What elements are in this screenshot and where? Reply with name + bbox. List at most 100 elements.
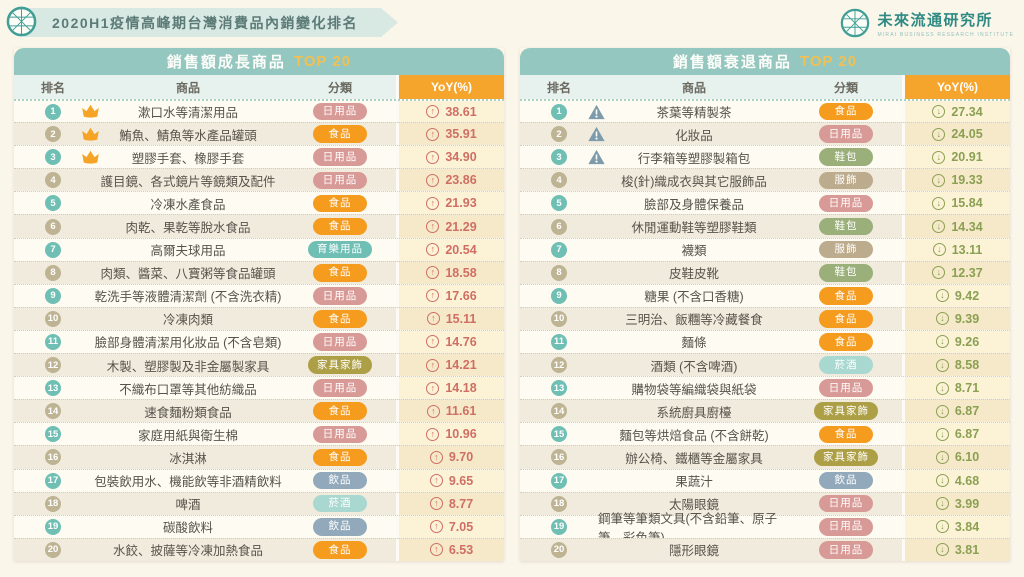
rank-cell: 9 <box>14 285 92 307</box>
rank-cell: 3 <box>14 146 92 168</box>
yoy-arrow-icon: ↑ <box>426 335 440 349</box>
category-cell: 鞋包 <box>790 262 902 284</box>
category-badge: 日用品 <box>819 517 873 536</box>
category-badge: 食品 <box>313 402 367 421</box>
table-row: 13 不織布口罩等其他紡織品 日用品 ↑ 14.18 <box>14 376 504 400</box>
category-badge: 菸酒 <box>819 356 873 374</box>
yoy-arrow-icon: ↑ <box>429 543 443 557</box>
rank-cell: 16 <box>14 446 92 468</box>
yoy-cell: ↓ 3.81 <box>902 538 1010 561</box>
product-name: 麵條 <box>681 336 707 351</box>
table-row: 11 臉部身體清潔用化妝品 (不含皂類) 日用品 ↑ 14.76 <box>14 329 504 354</box>
rank-cell: 7 <box>14 239 92 261</box>
product-cell: 化妝品 <box>587 123 790 145</box>
product-name: 梭(針)織成衣與其它服飾品 <box>621 174 767 189</box>
yoy-value: 13.11 <box>951 242 983 257</box>
rank-badge: 1 <box>551 103 567 120</box>
product-cell: 水餃、披薩等冷凍加熱食品 <box>92 539 284 561</box>
rank-badge: 12 <box>45 357 61 374</box>
table-row: 8 肉類、醬菜、八寶粥等食品罐頭 食品 ↑ 18.58 <box>14 260 504 284</box>
rank-cell: 6 <box>520 215 598 237</box>
product-name: 隱形眼鏡 <box>668 544 719 559</box>
product-cell: 高爾夫球用品 <box>92 239 284 261</box>
category-badge: 日用品 <box>819 194 873 213</box>
yoy-cell: ↑ 20.54 <box>396 238 504 261</box>
rank-badge: 10 <box>45 310 61 327</box>
decline-table-title-highlight: TOP 20 <box>799 53 858 70</box>
yoy-value: 12.37 <box>951 265 983 280</box>
yoy-value: 34.90 <box>445 150 477 165</box>
table-row: 16 冰淇淋 食品 ↑ 9.70 <box>14 445 504 469</box>
yoy-cell: ↓ 9.42 <box>902 284 1010 307</box>
table-row: 7 高爾夫球用品 育樂用品 ↑ 20.54 <box>14 237 504 261</box>
category-badge: 日用品 <box>819 125 873 143</box>
yoy-value: 7.05 <box>448 519 474 534</box>
category-cell: 鞋包 <box>790 215 902 237</box>
yoy-cell: ↓ 6.87 <box>902 423 1010 446</box>
category-cell: 食品 <box>790 331 902 353</box>
category-badge: 家具家飾 <box>308 356 372 374</box>
rank-cell: 4 <box>520 169 598 191</box>
product-cell: 肉類、醬菜、八寶粥等食品罐頭 <box>92 262 284 284</box>
category-badge: 飲品 <box>313 517 367 536</box>
category-cell: 服飾 <box>790 169 902 191</box>
rank-cell: 20 <box>14 539 92 561</box>
table-row: 9 乾洗手等液體清潔劑 (不含洗衣精) 日用品 ↑ 17.66 <box>14 283 504 307</box>
category-cell: 日用品 <box>284 169 396 191</box>
rank-badge: 17 <box>45 472 61 489</box>
yoy-arrow-icon: ↓ <box>935 543 949 557</box>
yoy-arrow-icon: ↑ <box>429 474 443 488</box>
yoy-arrow-icon: ↓ <box>932 196 946 210</box>
yoy-arrow-icon: ↑ <box>426 127 440 141</box>
category-cell: 飲品 <box>284 470 396 492</box>
brand-name: 未來流通研究所 <box>877 11 993 29</box>
category-badge: 日用品 <box>819 541 873 559</box>
category-cell: 日用品 <box>790 123 902 145</box>
product-cell: 漱口水等清潔用品 <box>81 101 284 122</box>
yoy-arrow-icon: ↑ <box>426 173 440 187</box>
category-cell: 食品 <box>790 101 902 122</box>
product-name: 三明治、飯糰等冷藏餐食 <box>625 313 763 328</box>
yoy-arrow-icon: ↓ <box>935 497 949 511</box>
table-row: 1 茶葉等精製茶 食品 ↓ 27.34 <box>520 99 1010 123</box>
yoy-cell: ↑ 18.58 <box>396 261 504 284</box>
category-badge: 日用品 <box>313 287 367 305</box>
yoy-arrow-icon: ↑ <box>426 243 440 257</box>
rank-cell: 8 <box>14 262 92 284</box>
product-cell: 酒類 (不含啤酒) <box>598 354 790 376</box>
rank-badge: 14 <box>551 403 567 420</box>
yoy-value: 9.26 <box>954 334 980 349</box>
rank-cell: 17 <box>14 470 92 492</box>
category-cell: 日用品 <box>284 146 396 168</box>
yoy-cell: ↓ 15.84 <box>902 192 1010 215</box>
yoy-cell: ↑ 34.90 <box>396 146 504 169</box>
product-cell: 冰淇淋 <box>92 446 284 468</box>
table-row: 20 隱形眼鏡 日用品 ↓ 3.81 <box>520 537 1010 561</box>
growth-column-header: 排名 商品 分類 YoY(%) <box>14 75 504 99</box>
category-cell: 日用品 <box>790 493 902 515</box>
rank-badge: 16 <box>45 449 61 466</box>
yoy-cell: ↓ 13.11 <box>902 238 1010 261</box>
rank-cell: 5 <box>14 192 92 214</box>
product-name: 購物袋等編織袋與紙袋 <box>631 382 757 397</box>
category-cell: 菸酒 <box>284 493 396 515</box>
rank-cell: 14 <box>14 400 92 422</box>
category-badge: 鞋包 <box>819 217 873 236</box>
category-cell: 菸酒 <box>790 354 902 376</box>
yoy-arrow-icon: ↓ <box>932 173 946 187</box>
category-badge: 日用品 <box>313 379 367 397</box>
decline-table-title-text: 銷售額衰退商品 <box>672 54 792 71</box>
category-cell: 食品 <box>284 215 396 237</box>
product-cell: 隱形眼鏡 <box>598 539 790 561</box>
category-badge: 食品 <box>313 263 367 282</box>
rank-cell: 18 <box>14 493 92 515</box>
yoy-arrow-icon: ↑ <box>426 150 440 164</box>
category-badge: 日用品 <box>313 171 367 190</box>
column-header-yoy: YoY(%) <box>396 75 504 99</box>
category-badge: 食品 <box>313 448 367 467</box>
category-badge: 鞋包 <box>819 263 873 282</box>
rank-cell: 3 <box>520 146 598 168</box>
product-cell: 鋼筆等筆類文具(不含鉛筆、原子筆、彩色筆) <box>598 512 790 545</box>
table-row: 1 漱口水等清潔用品 日用品 ↑ 38.61 <box>14 99 504 123</box>
product-name: 襪類 <box>681 244 707 259</box>
